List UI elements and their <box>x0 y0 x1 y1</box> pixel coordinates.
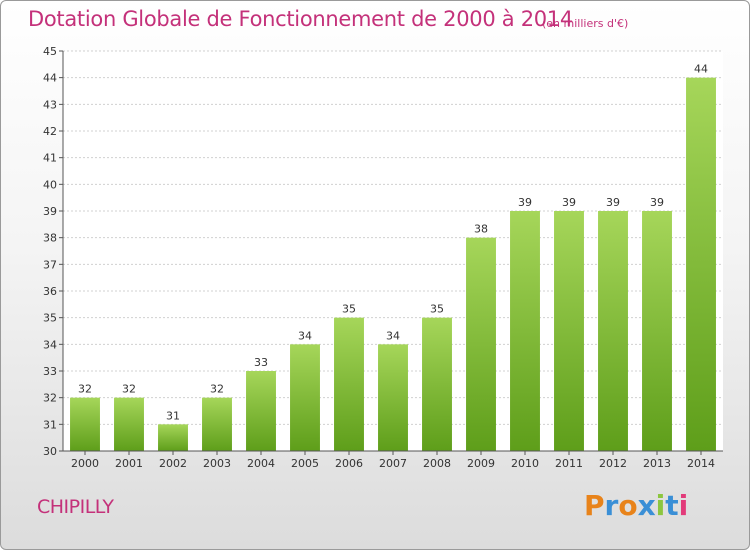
value-label: 32 <box>78 383 92 396</box>
x-tick-label: 2002 <box>159 457 187 470</box>
value-label: 39 <box>562 196 576 209</box>
y-tick-label: 44 <box>43 72 57 85</box>
chart-title: Dotation Globale de Fonctionnement de 20… <box>28 7 573 31</box>
y-tick-label: 36 <box>43 285 57 298</box>
y-tick-label: 40 <box>43 178 57 191</box>
bar <box>158 424 188 451</box>
bar <box>642 211 672 451</box>
commune-name: CHIPILLY <box>37 496 114 518</box>
bar <box>554 211 584 451</box>
y-tick-label: 35 <box>43 312 57 325</box>
value-label: 32 <box>122 383 136 396</box>
y-tick-label: 42 <box>43 125 57 138</box>
y-tick-label: 37 <box>43 258 57 271</box>
value-label: 39 <box>518 196 532 209</box>
y-tick-label: 38 <box>43 232 57 245</box>
x-tick-label: 2011 <box>555 457 583 470</box>
logo-letter: r <box>604 489 619 522</box>
y-tick-label: 31 <box>43 418 57 431</box>
x-tick-label: 2010 <box>511 457 539 470</box>
x-tick-label: 2000 <box>71 457 99 470</box>
value-label: 39 <box>606 196 620 209</box>
x-tick-label: 2006 <box>335 457 363 470</box>
bar <box>114 397 144 451</box>
y-tick-label: 39 <box>43 205 57 218</box>
value-label: 35 <box>342 303 356 316</box>
logo-letter: x <box>637 489 656 522</box>
bar <box>510 211 540 451</box>
y-tick-label: 45 <box>43 45 57 58</box>
y-tick-label: 43 <box>43 98 57 111</box>
axes: 30 31 32 33 34 35 36 37 38 39 40 41 42 43 44 45 2000 2001… <box>43 45 723 470</box>
y-tick-label: 33 <box>43 365 57 378</box>
y-tick-label: 32 <box>43 392 57 405</box>
x-tick-label: 2005 <box>291 457 319 470</box>
x-tick-label: 2001 <box>115 457 143 470</box>
y-tick-label: 34 <box>43 338 57 351</box>
proxiti-logo: Proxiti <box>584 489 688 522</box>
logo-letter: i <box>655 489 666 522</box>
x-tick-label: 2009 <box>467 457 495 470</box>
x-tick-label: 2012 <box>599 457 627 470</box>
value-label: 35 <box>430 303 444 316</box>
bars: 32 32 31 32 33 34 35 34 35 38 39 39 39 39 44 <box>70 63 716 452</box>
bar <box>70 397 100 451</box>
bar <box>598 211 628 451</box>
bar <box>202 397 232 451</box>
x-tick-label: 2003 <box>203 457 231 470</box>
value-label: 31 <box>166 409 180 422</box>
x-tick-label: 2008 <box>423 457 451 470</box>
bar <box>290 344 320 451</box>
x-tick-label: 2004 <box>247 457 275 470</box>
bar <box>334 317 364 451</box>
logo-letter: P <box>584 489 605 522</box>
bar <box>422 317 452 451</box>
value-label: 34 <box>386 329 400 342</box>
x-tick-label: 2007 <box>379 457 407 470</box>
bar <box>378 344 408 451</box>
chart-subtitle: (en milliers d'€) <box>542 17 629 30</box>
logo-letter: i <box>678 489 689 522</box>
logo-letter: o <box>618 489 638 522</box>
value-label: 34 <box>298 329 312 342</box>
value-label: 38 <box>474 223 488 236</box>
bar <box>466 237 496 451</box>
x-tick-label: 2014 <box>687 457 715 470</box>
value-label: 44 <box>694 63 708 76</box>
logo-letter: t <box>665 489 679 522</box>
bar <box>246 371 276 451</box>
value-label: 33 <box>254 356 268 369</box>
grid-lines <box>63 50 723 452</box>
y-tick-label: 41 <box>43 152 57 165</box>
x-tick-label: 2013 <box>643 457 671 470</box>
y-tick-label: 30 <box>43 445 57 458</box>
bar <box>686 77 716 452</box>
value-label: 32 <box>210 383 224 396</box>
value-label: 39 <box>650 196 664 209</box>
